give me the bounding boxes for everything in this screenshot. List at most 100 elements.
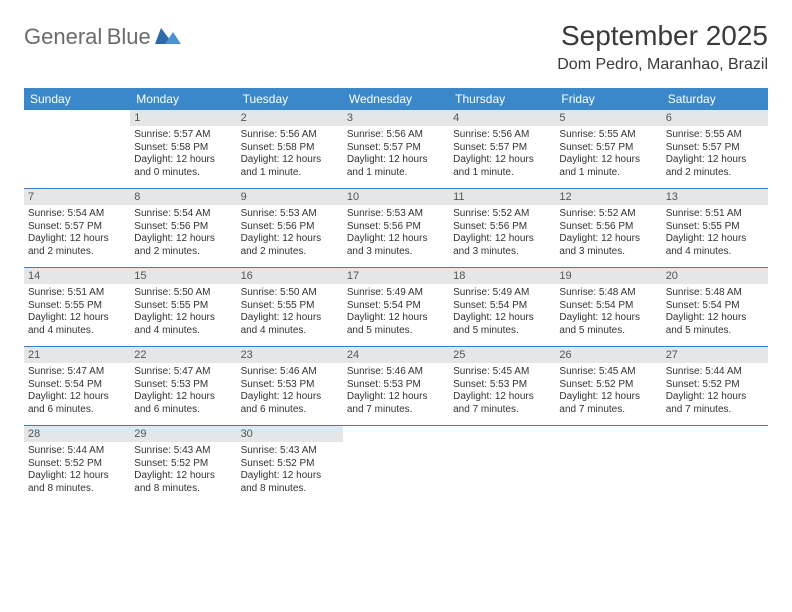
daylight-label: Daylight:: [28, 470, 70, 481]
sunset-line: Sunset: 5:52 PM: [134, 458, 232, 471]
day-details: Sunrise: 5:48 AMSunset: 5:54 PMDaylight:…: [662, 284, 768, 341]
sunrise-label: Sunrise:: [134, 366, 173, 377]
sunrise-label: Sunrise:: [559, 287, 598, 298]
sunset-label: Sunset:: [666, 300, 703, 311]
sunrise-line: Sunrise: 5:48 AM: [559, 287, 657, 300]
day-cell: 5Sunrise: 5:55 AMSunset: 5:57 PMDaylight…: [555, 110, 661, 188]
day-details: Sunrise: 5:53 AMSunset: 5:56 PMDaylight:…: [237, 205, 343, 262]
sunrise-line: Sunrise: 5:48 AM: [666, 287, 764, 300]
day-cell: 27Sunrise: 5:44 AMSunset: 5:52 PMDayligh…: [662, 347, 768, 425]
sunrise-value: 5:56 AM: [280, 129, 317, 140]
daylight-line: Daylight: 12 hours and 5 minutes.: [453, 312, 551, 337]
daylight-label: Daylight:: [134, 154, 176, 165]
day-number: 15: [130, 268, 236, 284]
sunrise-line: Sunrise: 5:55 AM: [559, 129, 657, 142]
daylight-line: Daylight: 12 hours and 4 minutes.: [28, 312, 126, 337]
sunrise-label: Sunrise:: [453, 366, 492, 377]
sunrise-label: Sunrise:: [666, 129, 705, 140]
sunrise-label: Sunrise:: [453, 287, 492, 298]
sunrise-value: 5:45 AM: [599, 366, 636, 377]
day-number: 20: [662, 268, 768, 284]
sunrise-line: Sunrise: 5:51 AM: [666, 208, 764, 221]
sunset-value: 5:52 PM: [702, 379, 739, 390]
day-cell: 8Sunrise: 5:54 AMSunset: 5:56 PMDaylight…: [130, 189, 236, 267]
sunrise-label: Sunrise:: [666, 208, 705, 219]
daylight-label: Daylight:: [28, 312, 70, 323]
daylight-label: Daylight:: [559, 233, 601, 244]
day-number: 21: [24, 347, 130, 363]
sunset-label: Sunset:: [559, 221, 596, 232]
weekday-header-row: Sunday Monday Tuesday Wednesday Thursday…: [24, 88, 768, 110]
sunset-line: Sunset: 5:53 PM: [134, 379, 232, 392]
week-row: 21Sunrise: 5:47 AMSunset: 5:54 PMDayligh…: [24, 347, 768, 426]
sunrise-value: 5:46 AM: [280, 366, 317, 377]
daylight-label: Daylight:: [453, 391, 495, 402]
sunset-line: Sunset: 5:57 PM: [28, 221, 126, 234]
day-cell: 25Sunrise: 5:45 AMSunset: 5:53 PMDayligh…: [449, 347, 555, 425]
sunrise-value: 5:47 AM: [174, 366, 211, 377]
day-details: Sunrise: 5:46 AMSunset: 5:53 PMDaylight:…: [237, 363, 343, 420]
day-details: Sunrise: 5:47 AMSunset: 5:54 PMDaylight:…: [24, 363, 130, 420]
sunset-value: 5:56 PM: [277, 221, 314, 232]
daylight-label: Daylight:: [134, 233, 176, 244]
day-cell: 20Sunrise: 5:48 AMSunset: 5:54 PMDayligh…: [662, 268, 768, 346]
sunset-label: Sunset:: [559, 379, 596, 390]
sunset-value: 5:58 PM: [277, 142, 314, 153]
day-number: 22: [130, 347, 236, 363]
weekday-monday: Monday: [130, 88, 236, 110]
sunrise-value: 5:57 AM: [174, 129, 211, 140]
sunrise-value: 5:43 AM: [280, 445, 317, 456]
daylight-line: Daylight: 12 hours and 5 minutes.: [559, 312, 657, 337]
sunset-label: Sunset:: [241, 458, 278, 469]
day-cell: 17Sunrise: 5:49 AMSunset: 5:54 PMDayligh…: [343, 268, 449, 346]
sunrise-line: Sunrise: 5:45 AM: [453, 366, 551, 379]
sunrise-label: Sunrise:: [347, 366, 386, 377]
sunrise-value: 5:45 AM: [493, 366, 530, 377]
sunrise-label: Sunrise:: [347, 208, 386, 219]
day-cell: [449, 426, 555, 504]
week-row: 7Sunrise: 5:54 AMSunset: 5:57 PMDaylight…: [24, 189, 768, 268]
daylight-line: Daylight: 12 hours and 7 minutes.: [666, 391, 764, 416]
sunset-line: Sunset: 5:52 PM: [559, 379, 657, 392]
day-details: Sunrise: 5:56 AMSunset: 5:57 PMDaylight:…: [343, 126, 449, 183]
daylight-label: Daylight:: [134, 391, 176, 402]
weekday-thursday: Thursday: [449, 88, 555, 110]
day-details: Sunrise: 5:49 AMSunset: 5:54 PMDaylight:…: [449, 284, 555, 341]
daylight-label: Daylight:: [559, 312, 601, 323]
sunrise-label: Sunrise:: [453, 129, 492, 140]
sunset-line: Sunset: 5:57 PM: [666, 142, 764, 155]
sunset-label: Sunset:: [28, 221, 65, 232]
sunrise-label: Sunrise:: [241, 129, 280, 140]
daylight-line: Daylight: 12 hours and 6 minutes.: [134, 391, 232, 416]
sunset-line: Sunset: 5:54 PM: [347, 300, 445, 313]
sunrise-value: 5:55 AM: [599, 129, 636, 140]
day-number: 16: [237, 268, 343, 284]
daylight-label: Daylight:: [666, 233, 708, 244]
day-cell: [555, 426, 661, 504]
day-cell: 1Sunrise: 5:57 AMSunset: 5:58 PMDaylight…: [130, 110, 236, 188]
header: General Blue September 2025 Dom Pedro, M…: [24, 20, 768, 74]
sunset-line: Sunset: 5:54 PM: [666, 300, 764, 313]
daylight-line: Daylight: 12 hours and 8 minutes.: [241, 470, 339, 495]
day-details: Sunrise: 5:43 AMSunset: 5:52 PMDaylight:…: [237, 442, 343, 499]
day-cell: 29Sunrise: 5:43 AMSunset: 5:52 PMDayligh…: [130, 426, 236, 504]
sunrise-line: Sunrise: 5:50 AM: [134, 287, 232, 300]
sunset-value: 5:56 PM: [490, 221, 527, 232]
sunset-label: Sunset:: [666, 221, 703, 232]
day-cell: 26Sunrise: 5:45 AMSunset: 5:52 PMDayligh…: [555, 347, 661, 425]
day-cell: 21Sunrise: 5:47 AMSunset: 5:54 PMDayligh…: [24, 347, 130, 425]
day-details: Sunrise: 5:52 AMSunset: 5:56 PMDaylight:…: [449, 205, 555, 262]
day-details: Sunrise: 5:44 AMSunset: 5:52 PMDaylight:…: [662, 363, 768, 420]
daylight-line: Daylight: 12 hours and 4 minutes.: [666, 233, 764, 258]
sunset-line: Sunset: 5:55 PM: [134, 300, 232, 313]
sunset-line: Sunset: 5:52 PM: [28, 458, 126, 471]
day-number: 24: [343, 347, 449, 363]
daylight-label: Daylight:: [241, 470, 283, 481]
sunset-line: Sunset: 5:58 PM: [241, 142, 339, 155]
sunrise-label: Sunrise:: [28, 366, 67, 377]
sunset-value: 5:53 PM: [490, 379, 527, 390]
day-cell: 2Sunrise: 5:56 AMSunset: 5:58 PMDaylight…: [237, 110, 343, 188]
sunset-label: Sunset:: [347, 142, 384, 153]
day-cell: 13Sunrise: 5:51 AMSunset: 5:55 PMDayligh…: [662, 189, 768, 267]
sunset-label: Sunset:: [453, 379, 490, 390]
